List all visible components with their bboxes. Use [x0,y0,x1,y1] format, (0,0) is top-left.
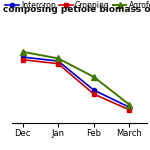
Intercrop [22,56,24,58]
Text: composing petiole biomass of A. pr: composing petiole biomass of A. pr [3,4,150,14]
Agroforestry [57,57,59,59]
Line: Intercrop: Intercrop [21,55,131,109]
Intercrop [57,60,59,62]
Agroforestry [128,104,130,105]
Intercrop [128,106,130,108]
Intercrop [93,89,95,91]
Legend: Intercrop, Cropping, Agroforestry: Intercrop, Cropping, Agroforestry [5,1,150,10]
Cropping [93,93,95,95]
Line: Agroforestry: Agroforestry [20,49,132,107]
Line: Cropping: Cropping [21,58,131,112]
Cropping [128,109,130,111]
Cropping [22,59,24,61]
Cropping [57,63,59,65]
Agroforestry [93,76,95,78]
Agroforestry [22,51,24,53]
